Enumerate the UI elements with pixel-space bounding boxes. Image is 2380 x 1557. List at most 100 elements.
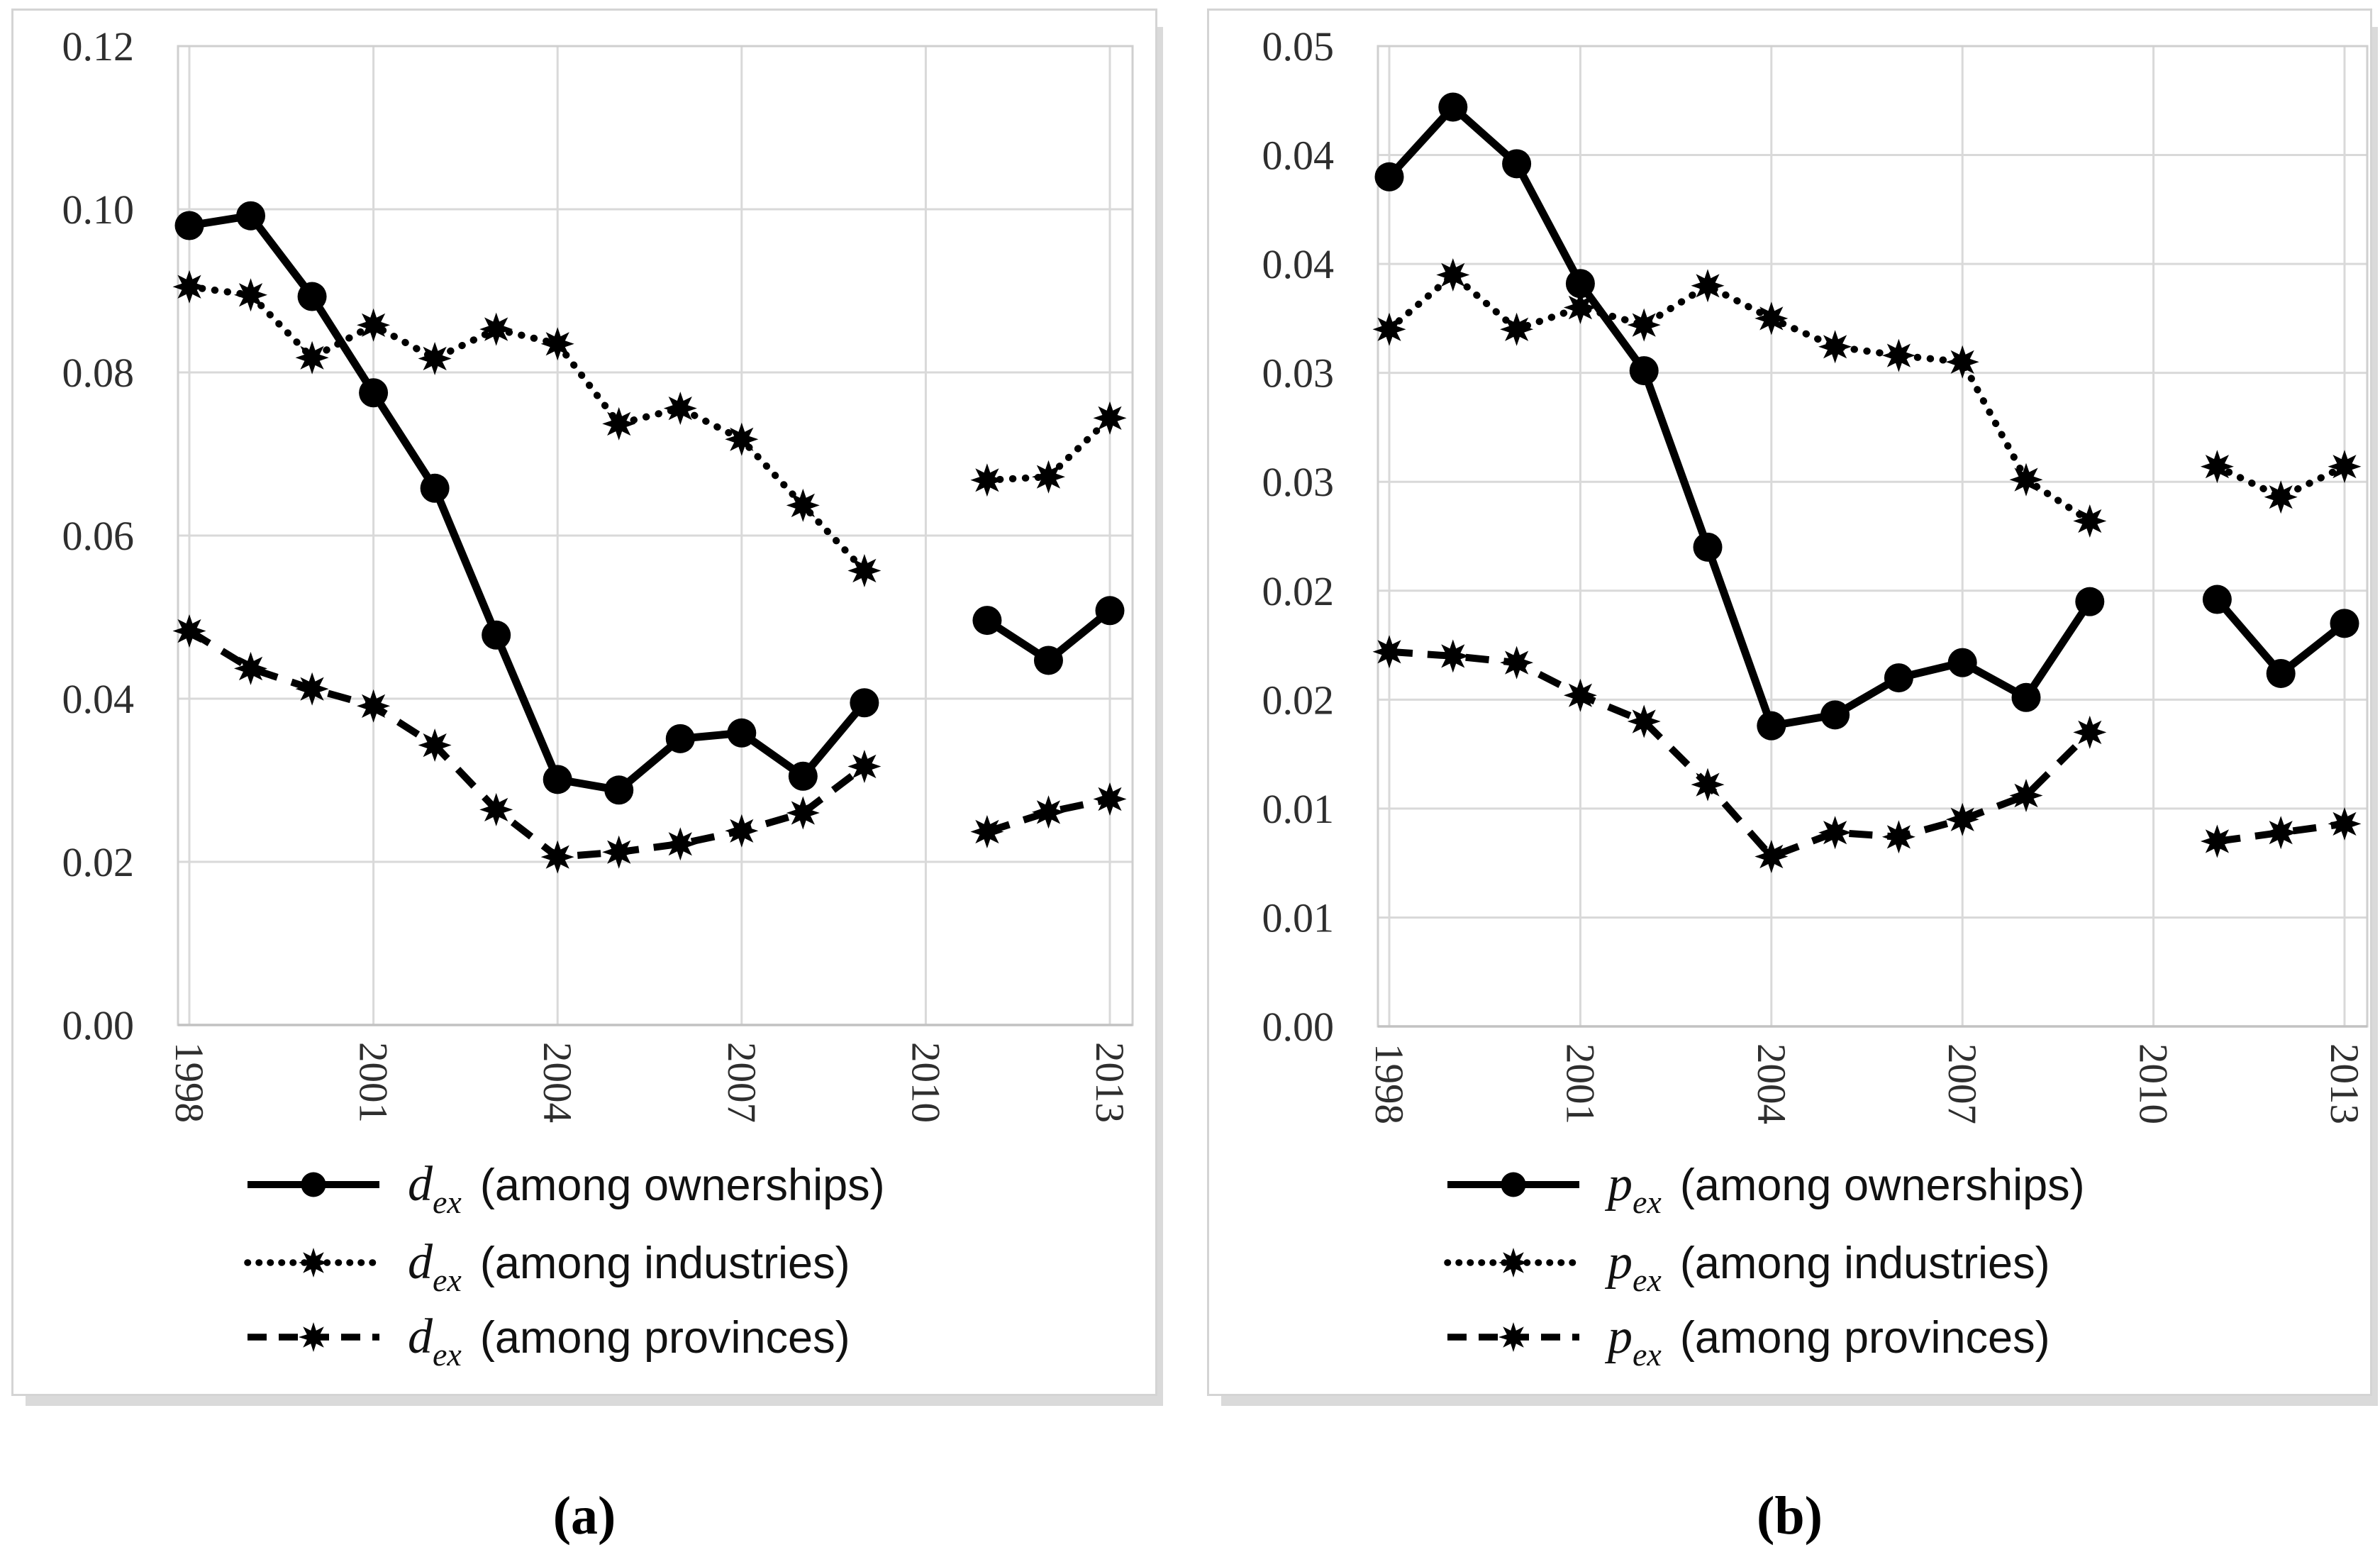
marker-star	[2073, 504, 2107, 538]
marker-star	[1372, 312, 1406, 346]
y-axis-tick-labels: 0.05 0.04 0.04 0.03 0.03 0.02 0.02 0.01 0.01 0.00	[1262, 23, 1335, 1050]
legend-b: pex (among ownerships) pex (among industrie…	[1444, 1157, 2085, 1373]
marker-circle	[174, 211, 204, 240]
chart-panel-b: 0.05 0.04 0.04 0.03 0.03 0.02 0.02 0.01 0.01 0.00…	[1207, 9, 2372, 1396]
marker-circle	[1629, 356, 1659, 386]
gridlines-a	[178, 45, 1133, 1026]
legend-item-ownerships: dex (among ownerships)	[248, 1157, 885, 1220]
y-tick-label: 0.03	[1262, 350, 1335, 397]
series-markers-provinces	[172, 614, 1127, 874]
y-tick-label: 0.02	[62, 839, 135, 885]
marker-star	[1627, 704, 1661, 738]
marker-star	[540, 840, 574, 874]
series-markers-ownerships	[174, 201, 1125, 805]
series-markers-industries	[172, 270, 1127, 587]
gridlines-b	[1378, 45, 2367, 1028]
marker-star	[234, 651, 267, 685]
marker-circle	[1095, 596, 1125, 626]
legend-marker-star	[299, 1248, 328, 1278]
marker-star	[1818, 330, 1852, 364]
marker-star	[1945, 345, 1979, 379]
marker-star	[1500, 645, 1534, 680]
legend-marker-circle	[301, 1172, 326, 1197]
series-line-solid	[189, 211, 1113, 794]
marker-star	[2264, 816, 2298, 850]
chart-a: 0.12 0.10 0.08 0.06 0.04 0.02 0.00 1998 2001 2004…	[62, 23, 1134, 1373]
x-tick-label: 1998	[167, 1042, 211, 1123]
x-tick-label: 2001	[351, 1042, 396, 1123]
marker-star	[1945, 802, 1979, 836]
x-tick-label: 1998	[1367, 1043, 1411, 1124]
marker-star	[172, 270, 206, 304]
legend-label: pex (among ownerships)	[1604, 1157, 2085, 1220]
y-tick-label: 0.10	[62, 187, 135, 233]
series-line-solid	[1386, 103, 2347, 730]
x-tick-label: 2004	[535, 1042, 579, 1123]
legend-item-industries: pex (among industries)	[1444, 1235, 2050, 1298]
plot-border	[1377, 45, 2369, 1028]
legend-label: dex (among ownerships)	[408, 1157, 885, 1220]
marker-star	[847, 750, 882, 783]
series-line-dotted	[1386, 271, 2348, 525]
y-tick-label: 0.06	[62, 513, 135, 559]
series-markers-ownerships	[1374, 92, 2359, 741]
marker-star	[295, 340, 329, 375]
y-tick-label: 0.02	[1262, 568, 1335, 614]
marker-circle	[1374, 162, 1404, 192]
marker-circle	[1033, 645, 1063, 675]
marker-star	[1032, 460, 1065, 494]
marker-star	[1755, 301, 1789, 336]
marker-star	[1436, 639, 1470, 673]
marker-circle	[788, 761, 818, 791]
marker-circle	[1502, 149, 1532, 179]
marker-star	[725, 422, 759, 456]
y-tick-label: 0.00	[1262, 1004, 1335, 1050]
marker-circle	[1438, 92, 1468, 122]
marker-circle	[2330, 609, 2359, 638]
y-axis-tick-labels: 0.12 0.10 0.08 0.06 0.04 0.02 0.00	[62, 23, 135, 1048]
marker-star	[2200, 450, 2234, 484]
marker-circle	[1947, 648, 1977, 677]
marker-star	[1372, 635, 1406, 669]
marker-circle	[604, 775, 634, 805]
legend-label: dex (among industries)	[408, 1235, 850, 1298]
chart-panel-a: 0.12 0.10 0.08 0.06 0.04 0.02 0.00 1998 2001 2004…	[11, 9, 1157, 1396]
marker-star	[2009, 779, 2043, 812]
marker-star	[970, 463, 1004, 497]
marker-circle	[850, 688, 879, 718]
marker-star	[1093, 782, 1127, 816]
marker-circle	[420, 473, 450, 503]
series-a-ownerships	[174, 201, 1125, 805]
marker-star	[1691, 768, 1725, 802]
x-tick-label: 2004	[1749, 1043, 1794, 1124]
marker-star	[357, 308, 391, 342]
series-markers-industries	[1372, 258, 2362, 538]
y-tick-label: 0.02	[1262, 677, 1335, 723]
marker-circle	[236, 201, 266, 231]
x-tick-label: 2007	[719, 1042, 764, 1123]
series-b-industries	[1372, 258, 2362, 538]
marker-circle	[1884, 663, 1913, 693]
x-tick-label: 2010	[2131, 1043, 2176, 1124]
marker-star	[1563, 291, 1597, 324]
marker-circle	[1565, 269, 1595, 299]
series-line-dashed	[1389, 648, 2345, 860]
marker-star	[172, 614, 206, 648]
series-markers-provinces	[1372, 635, 2362, 873]
marker-star	[1691, 269, 1725, 303]
marker-star	[970, 815, 1004, 848]
marker-star	[602, 835, 636, 869]
legend-marker-star	[1498, 1322, 1528, 1352]
marker-star	[479, 792, 513, 826]
marker-circle	[2202, 584, 2232, 614]
marker-circle	[2266, 658, 2296, 688]
marker-circle	[1820, 700, 1850, 730]
y-tick-label: 0.04	[62, 676, 135, 722]
marker-star	[1881, 820, 1915, 854]
marker-star	[602, 406, 636, 440]
marker-star	[847, 554, 882, 587]
x-tick-label: 2007	[1940, 1043, 1984, 1124]
marker-star	[1818, 816, 1852, 850]
y-tick-label: 0.00	[62, 1002, 135, 1048]
